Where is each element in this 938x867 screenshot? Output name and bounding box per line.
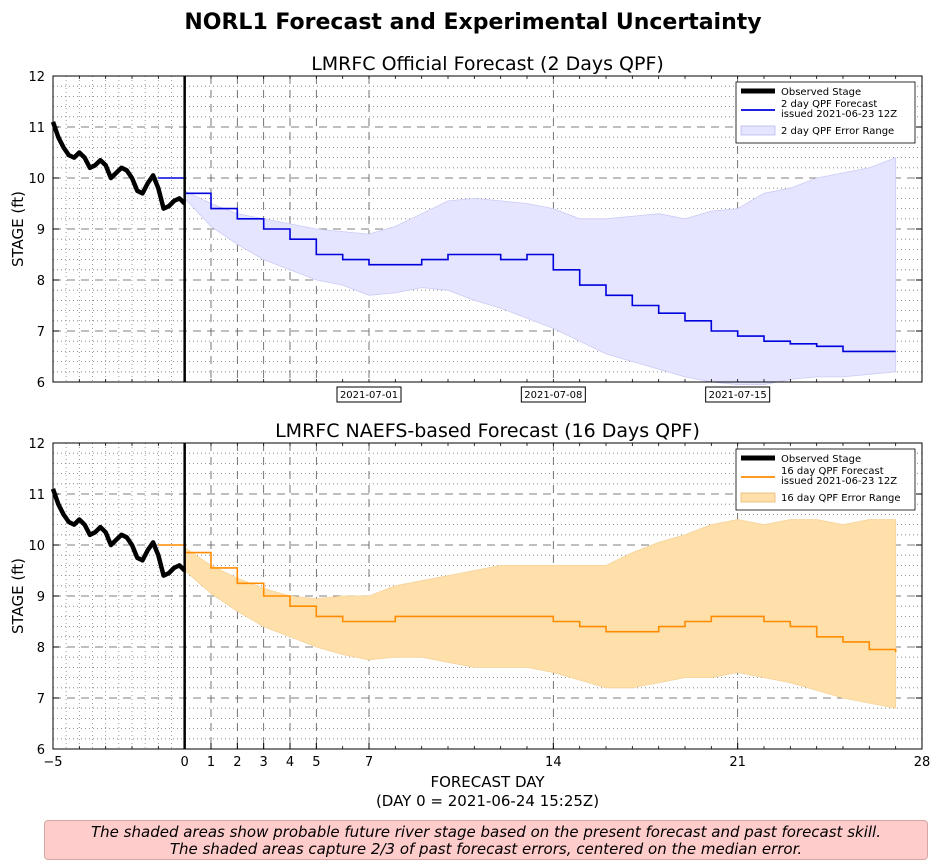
x-tick-label: −5 <box>43 755 62 770</box>
legend-band-label: 16 day QPF Error Range <box>781 493 901 504</box>
y-axis-label: STAGE (ft) <box>9 191 27 267</box>
date-tick-box <box>705 386 771 403</box>
explanation-note: The shaded areas show probable future ri… <box>44 820 928 860</box>
figure-title: NORL1 Forecast and Experimental Uncertai… <box>184 10 761 35</box>
observed-stage-line <box>50 488 187 578</box>
y-tick-label: 6 <box>37 376 45 391</box>
y-tick-label: 7 <box>37 325 45 340</box>
x-tick-label: 1 <box>207 755 215 770</box>
x-tick-label: 4 <box>286 755 294 770</box>
x-tick-label: 7 <box>365 755 373 770</box>
x-tick-label: 3 <box>260 755 268 770</box>
legend-forecast-label: 16 day QPF Forecast <box>781 466 884 477</box>
legend-forecast-issued-label: issued 2021-06-23 12Z <box>781 476 897 487</box>
x-tick-label: 14 <box>545 755 562 770</box>
y-tick-label: 12 <box>28 437 45 452</box>
y-tick-label: 10 <box>28 172 45 187</box>
y-tick-label: 11 <box>28 488 45 503</box>
date-tick-box <box>336 386 402 403</box>
legend-observed-label: Observed Stage <box>781 454 861 465</box>
legend-band-swatch <box>740 492 776 503</box>
date-tick-box <box>520 386 586 403</box>
x-tick-label: 2 <box>233 755 241 770</box>
y-tick-label: 8 <box>37 274 45 289</box>
y-axis-label: STAGE (ft) <box>9 558 27 634</box>
y-tick-label: 9 <box>37 590 45 605</box>
y-tick-label: 10 <box>28 539 45 554</box>
x-tick-label: 5 <box>312 755 320 770</box>
error-range-band <box>184 157 897 385</box>
y-tick-label: 9 <box>37 223 45 238</box>
panel-title: LMRFC Official Forecast (2 Days QPF) <box>311 53 664 75</box>
y-tick-label: 12 <box>28 70 45 85</box>
note-line-2: The shaded areas capture 2/3 of past for… <box>169 840 803 858</box>
x-tick-label: 0 <box>181 755 189 770</box>
forecast-line <box>158 177 896 353</box>
legend-forecast-issued-label: issued 2021-06-23 12Z <box>781 109 897 120</box>
date-tick-label: 2021-07-01 <box>340 390 398 401</box>
panel-title: LMRFC NAEFS-based Forecast (16 Days QPF) <box>275 420 700 442</box>
y-tick-label: 11 <box>28 121 45 136</box>
observed-stage-line <box>50 121 187 211</box>
legend-observed-label: Observed Stage <box>781 87 861 98</box>
date-tick-label: 2021-07-15 <box>709 390 767 401</box>
legend-band-label: 2 day QPF Error Range <box>781 126 894 137</box>
top-forecast-panel: 6 7 8 9 10 11 12 LMRFC Official Forecast (2 Day… <box>9 53 923 403</box>
y-tick-label: 6 <box>37 743 45 758</box>
legend-forecast-label: 2 day QPF Forecast <box>781 99 877 110</box>
error-range-band <box>184 519 897 709</box>
legend-band-swatch <box>740 125 776 136</box>
x-axis-label: FORECAST DAY <box>430 773 545 791</box>
forecast-line <box>158 544 897 653</box>
note-line-1: The shaded areas show probable future ri… <box>91 823 881 841</box>
x-axis-sublabel: (DAY 0 = 2021-06-24 15:25Z) <box>376 792 599 810</box>
y-tick-label: 7 <box>37 692 45 707</box>
x-tick-label: 28 <box>914 755 931 770</box>
x-tick-label: 21 <box>729 755 746 770</box>
y-tick-label: 8 <box>37 641 45 656</box>
date-tick-label: 2021-07-08 <box>524 390 582 401</box>
